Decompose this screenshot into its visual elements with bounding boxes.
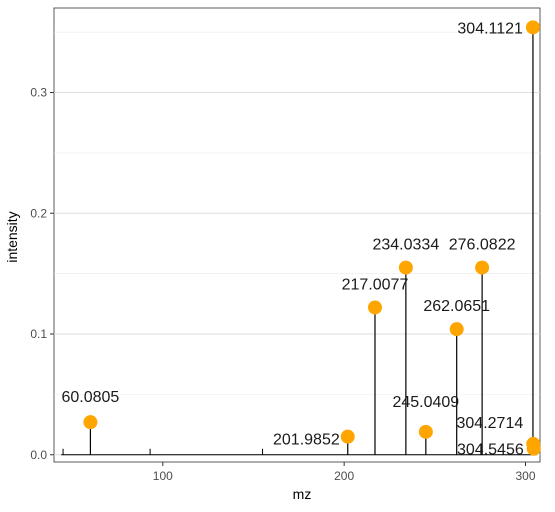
peak-label: 60.0805 [61, 389, 119, 406]
y-tick-label: 0.3 [30, 86, 47, 100]
peak-point [418, 424, 433, 439]
peak-label: 262.0651 [423, 298, 490, 315]
y-tick-label: 0.2 [30, 206, 47, 220]
peak-label: 304.2714 [457, 415, 524, 432]
axis-ticks: 0.0 0.1 0.2 0.3 100 200 300 [30, 86, 536, 483]
peak-point [526, 441, 541, 456]
peak-point [525, 20, 540, 35]
peak-label: 304.5456 [457, 442, 524, 459]
peak-point [367, 300, 382, 315]
peak-point [340, 429, 355, 444]
x-axis-title: mz [293, 486, 312, 502]
peak-label: 245.0409 [392, 394, 459, 411]
peak-point [398, 260, 413, 275]
peak-point [83, 415, 98, 430]
peak-label: 304.1121 [457, 20, 523, 37]
y-tick-label: 0.1 [30, 327, 47, 341]
x-tick-label: 200 [334, 469, 354, 483]
x-tick-label: 100 [153, 469, 173, 483]
panel-border [53, 7, 541, 463]
y-tick-label: 0.0 [30, 448, 47, 462]
x-tick-label: 300 [515, 469, 535, 483]
peak-label: 234.0334 [372, 237, 439, 254]
peak-points [83, 20, 541, 456]
peak-point [475, 260, 490, 275]
peak-point [449, 322, 464, 337]
y-axis-title: intensity [4, 211, 20, 262]
stem-lines [61, 27, 537, 456]
peak-label: 276.0822 [449, 237, 516, 254]
peak-label: 217.0077 [342, 276, 409, 293]
peak-label: 201.9852 [273, 432, 340, 449]
peak-labels: 60.0805 201.9852 217.0077 234.0334 245.0409 2… [61, 20, 523, 458]
